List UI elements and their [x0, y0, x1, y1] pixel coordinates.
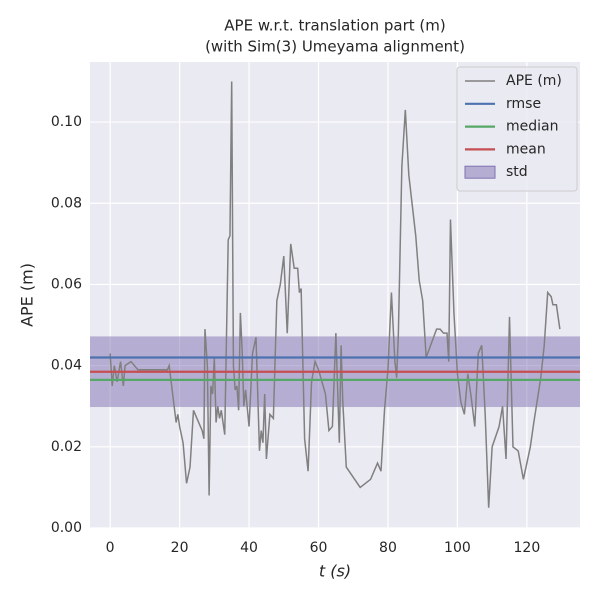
y-tick-label: 0.10: [51, 114, 82, 130]
x-tick-label: 120: [514, 540, 541, 556]
legend-label: APE (m): [506, 73, 562, 89]
y-tick-label: 0.00: [51, 520, 82, 536]
x-tick-label: 60: [310, 540, 328, 556]
chart-subtitle: (with Sim(3) Umeyama alignment): [205, 38, 465, 56]
y-tick-label: 0.02: [51, 439, 82, 455]
x-tick-label: 100: [444, 540, 471, 556]
y-tick-label: 0.06: [51, 276, 82, 292]
x-tick-label: 40: [240, 540, 258, 556]
x-tick-label: 20: [171, 540, 189, 556]
legend-label: rmse: [506, 96, 541, 112]
legend-swatch: [464, 165, 496, 179]
y-tick-label: 0.04: [51, 358, 82, 374]
x-axis-label: t (s): [319, 562, 351, 581]
y-tick-label: 0.08: [51, 195, 82, 211]
chart-title: APE w.r.t. translation part (m): [224, 17, 445, 35]
x-tick-label: 0: [106, 540, 115, 556]
y-axis-label: APE (m): [18, 263, 37, 327]
x-tick-label: 80: [379, 540, 397, 556]
ape-line: [109, 81, 561, 508]
legend-label: median: [506, 119, 558, 135]
legend-label: std: [506, 164, 528, 180]
legend-label: mean: [506, 141, 546, 157]
legend-box: [456, 66, 578, 192]
